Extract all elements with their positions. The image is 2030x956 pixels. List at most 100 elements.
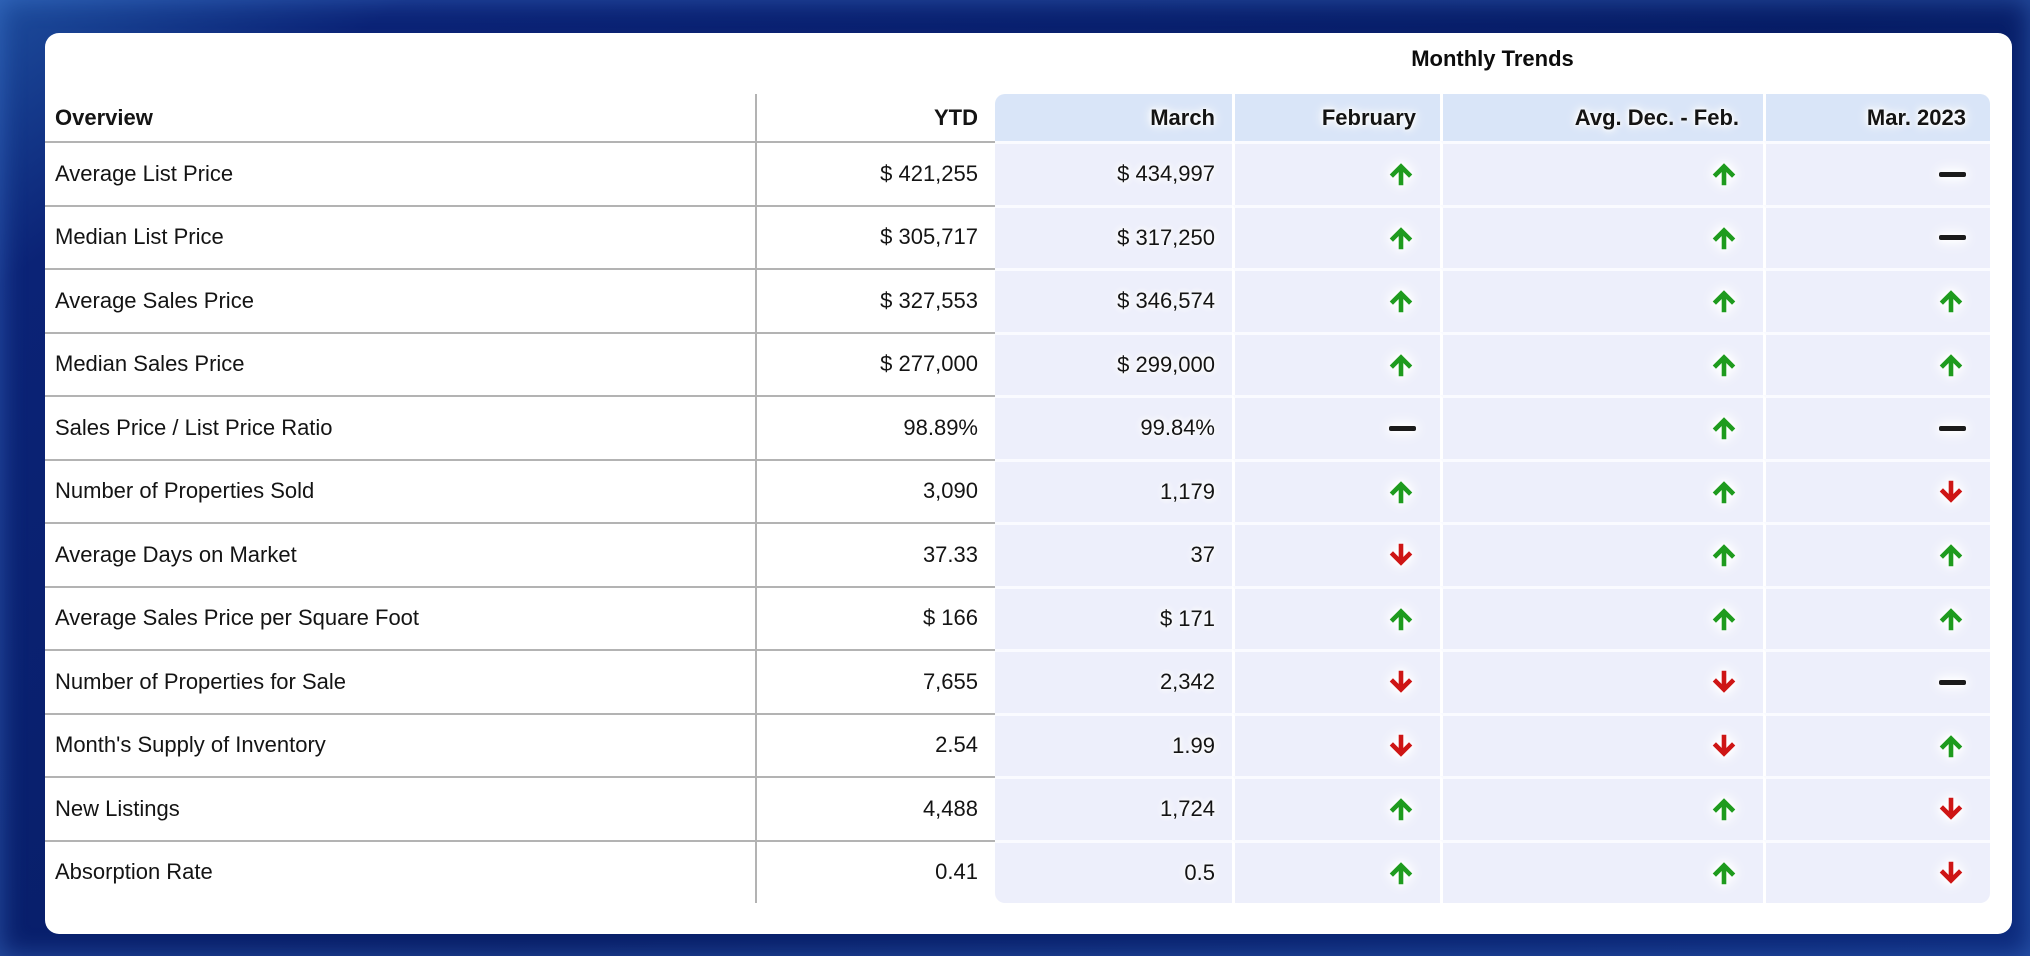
table-row: Median Sales Price $ 277,000 $ 299,000 [45,331,1990,396]
column-header-february: February [1232,94,1440,141]
row-label: Number of Properties Sold [45,458,757,522]
trend-up-icon [1709,413,1739,443]
ytd-value: 4,488 [757,776,995,840]
trend-up-icon [1709,223,1739,253]
trend-mar-2023 [1763,712,1990,776]
ytd-value: $ 421,255 [757,141,995,205]
march-value: $ 434,997 [995,141,1232,205]
trend-up-icon [1386,858,1416,888]
trend-mar-2023 [1763,776,1990,840]
trend-mar-2023 [1763,141,1990,205]
trend-up-icon [1709,794,1739,824]
table-row: Absorption Rate 0.41 0.5 [45,839,1990,904]
march-value: $ 171 [995,585,1232,649]
dash-icon [1939,235,1966,241]
ytd-value: 0.41 [757,839,995,904]
table-row: Average Sales Price $ 327,553 $ 346,574 [45,268,1990,332]
dash-icon [1939,679,1966,685]
march-value: 1.99 [995,712,1232,776]
table-row: Number of Properties for Sale 7,655 2,34… [45,649,1990,713]
trend-mar-2023 [1763,204,1990,268]
row-label: Sales Price / List Price Ratio [45,395,757,459]
ytd-value: 98.89% [757,395,995,459]
trend-up-icon [1386,794,1416,824]
trend-up-icon [1709,858,1739,888]
trend-february [1232,522,1440,586]
trend-flat-icon [1939,425,1966,431]
column-header-overview: Overview [45,94,757,141]
trend-mar-2023 [1763,585,1990,649]
row-label: Average Sales Price [45,268,757,332]
header-row: Overview YTD March February Avg. Dec. - … [45,94,1990,141]
monthly-trends-title: Monthly Trends [1411,46,1574,71]
trend-up-icon [1386,477,1416,507]
table-row: Average List Price $ 421,255 $ 434,997 [45,141,1990,205]
march-value: $ 299,000 [995,331,1232,395]
table-row: Month's Supply of Inventory 2.54 1.99 [45,712,1990,777]
trend-february [1232,649,1440,713]
row-label: Month's Supply of Inventory [45,712,757,776]
table-row: Average Sales Price per Square Foot $ 16… [45,585,1990,649]
trend-mar-2023 [1763,268,1990,332]
trend-mar-2023 [1763,649,1990,713]
trend-avg-dec-feb [1440,839,1763,903]
trend-february [1232,331,1440,395]
ytd-value: 7,655 [757,649,995,713]
dash-icon [1389,425,1416,431]
trend-down-icon [1936,794,1966,824]
trend-avg-dec-feb [1440,585,1763,649]
march-value: 0.5 [995,839,1232,903]
trend-avg-dec-feb [1440,458,1763,522]
trend-flat-icon [1939,171,1966,177]
trend-up-icon [1709,159,1739,189]
row-label: Median List Price [45,204,757,268]
row-label: Number of Properties for Sale [45,649,757,713]
ytd-value: $ 277,000 [757,331,995,396]
trend-up-icon [1386,223,1416,253]
trend-february [1232,204,1440,268]
table-row: New Listings 4,488 1,724 [45,776,1990,840]
trend-flat-icon [1939,235,1966,241]
trend-avg-dec-feb [1440,776,1763,840]
march-value: 1,179 [995,458,1232,522]
trend-february [1232,712,1440,776]
trend-mar-2023 [1763,395,1990,459]
trend-down-icon [1936,858,1966,888]
trend-down-icon [1936,477,1966,507]
trend-february [1232,776,1440,840]
trend-up-icon [1936,731,1966,761]
trend-down-icon [1709,667,1739,697]
trend-up-icon [1386,604,1416,634]
march-value: 1,724 [995,776,1232,840]
row-label: Average List Price [45,141,757,205]
report-card: Monthly Trends Overview YTD March Februa… [45,33,2012,934]
trend-up-icon [1936,604,1966,634]
trend-february [1232,839,1440,903]
stats-table: Overview YTD March February Avg. Dec. - … [45,94,2012,903]
trend-up-icon [1709,540,1739,570]
trend-avg-dec-feb [1440,522,1763,586]
ytd-value: $ 305,717 [757,204,995,269]
title-row: Monthly Trends [45,41,1990,77]
trend-february [1232,395,1440,459]
march-value: 99.84% [995,395,1232,459]
trend-up-icon [1936,286,1966,316]
trend-up-icon [1386,286,1416,316]
trend-avg-dec-feb [1440,395,1763,459]
trend-down-icon [1386,667,1416,697]
march-value: 2,342 [995,649,1232,713]
trend-avg-dec-feb [1440,141,1763,205]
trend-february [1232,268,1440,332]
column-header-ytd: YTD [934,104,978,130]
trend-down-icon [1386,540,1416,570]
march-value: $ 346,574 [995,268,1232,332]
ytd-value: 37.33 [757,522,995,586]
table-row: Median List Price $ 305,717 $ 317,250 [45,204,1990,269]
trend-up-icon [1936,350,1966,380]
ytd-value: 2.54 [757,712,995,777]
table-row: Average Days on Market 37.33 37 [45,522,1990,586]
trend-down-icon [1386,731,1416,761]
table-rows: Average List Price $ 421,255 $ 434,997 M… [45,141,2012,903]
trend-mar-2023 [1763,331,1990,395]
table-row: Number of Properties Sold 3,090 1,179 [45,458,1990,522]
